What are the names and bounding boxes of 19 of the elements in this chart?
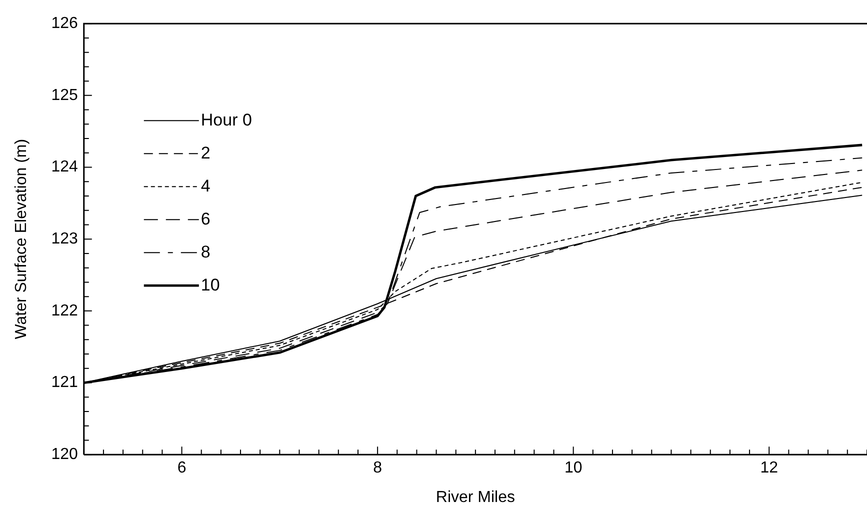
legend-label: 2: [200, 143, 210, 162]
y-tick-label: 120: [51, 446, 78, 464]
legend-label: 6: [200, 209, 210, 228]
legend-label: 4: [200, 176, 210, 196]
legend-label: 8: [200, 242, 210, 262]
y-tick-label: 124: [51, 158, 78, 176]
legend-label: 10: [200, 275, 220, 294]
x-tick-label: 10: [564, 460, 582, 477]
y-tick-label: 125: [51, 86, 78, 104]
x-tick-label: 8: [373, 460, 382, 477]
y-tick-label: 126: [51, 15, 78, 32]
x-tick-label: 6: [177, 460, 186, 477]
y-tick-label: 121: [51, 374, 78, 392]
x-axis-title: River Miles: [436, 488, 516, 506]
x-tick-label: 12: [760, 460, 778, 477]
y-axis-title: Water Surface Elevation (m): [13, 138, 30, 340]
y-tick-label: 123: [51, 230, 78, 248]
legend-label: Hour 0: [200, 110, 252, 130]
y-tick-label: 122: [51, 302, 78, 320]
